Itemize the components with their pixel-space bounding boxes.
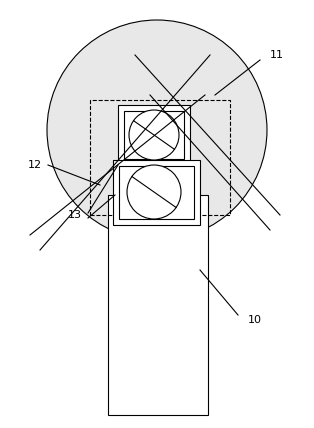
- Bar: [124, 111, 184, 159]
- Ellipse shape: [129, 110, 179, 160]
- Ellipse shape: [47, 20, 267, 240]
- Bar: [90, 100, 230, 215]
- Text: 12: 12: [28, 160, 42, 170]
- Bar: [119, 166, 194, 219]
- Bar: [113, 160, 200, 225]
- Text: 13: 13: [68, 210, 82, 220]
- Text: 10: 10: [248, 315, 262, 325]
- Ellipse shape: [127, 165, 181, 219]
- Bar: [118, 105, 190, 165]
- Text: 11: 11: [270, 50, 284, 60]
- Bar: [108, 195, 208, 415]
